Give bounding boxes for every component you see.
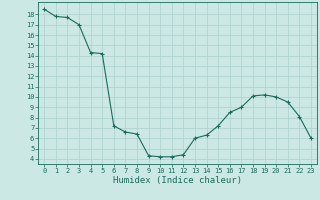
- X-axis label: Humidex (Indice chaleur): Humidex (Indice chaleur): [113, 176, 242, 185]
